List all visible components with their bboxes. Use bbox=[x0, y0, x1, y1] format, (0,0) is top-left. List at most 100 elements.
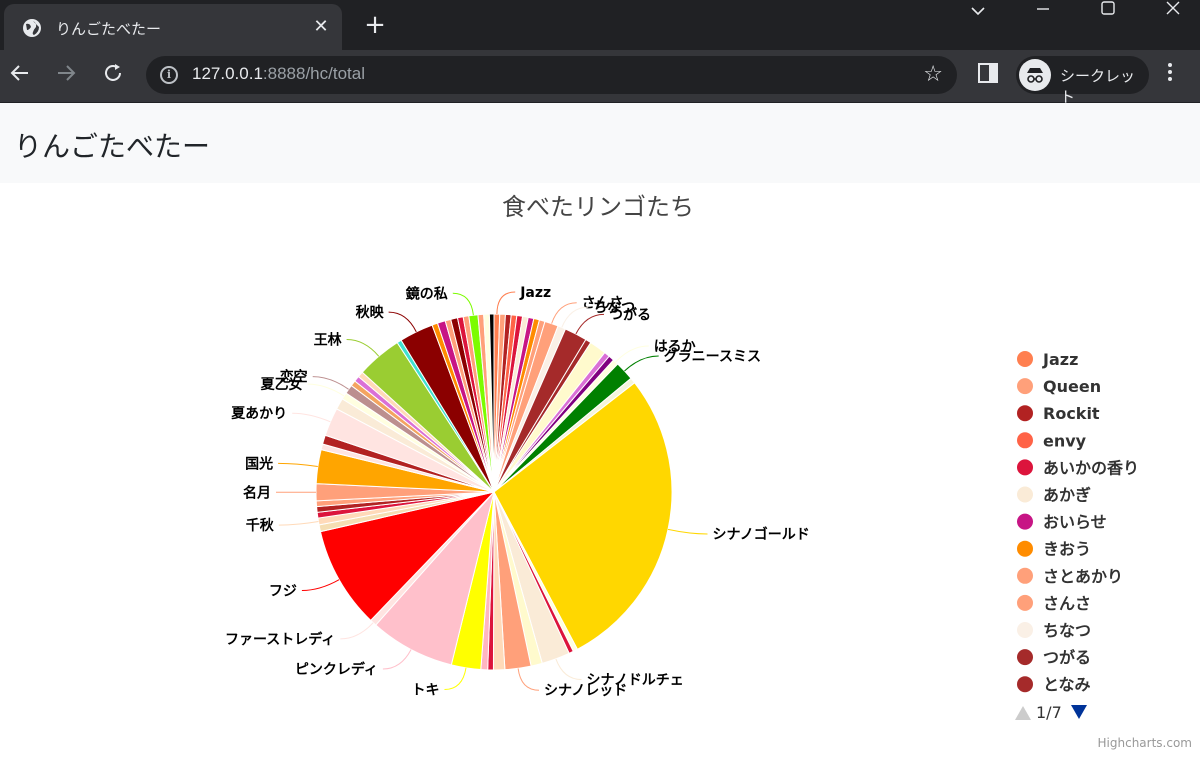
side-panel-icon[interactable] bbox=[978, 63, 998, 83]
legend-item[interactable]: つがる bbox=[1017, 648, 1091, 667]
data-label-connector bbox=[452, 292, 474, 316]
data-label-connector bbox=[561, 306, 589, 328]
pie-slice[interactable] bbox=[488, 313, 495, 493]
legend-item[interactable]: となみ bbox=[1017, 675, 1091, 694]
legend-item[interactable]: envy bbox=[1017, 431, 1087, 450]
navbar: りんごたべたー bbox=[0, 103, 1200, 183]
legend-prev-arrow-icon[interactable] bbox=[1015, 706, 1031, 720]
data-label-connector bbox=[575, 313, 605, 335]
legend-navigation: 1/7 bbox=[1015, 703, 1087, 722]
legend-item[interactable]: きおう bbox=[1017, 540, 1091, 559]
forward-icon[interactable] bbox=[52, 62, 80, 90]
data-label: 恋空 bbox=[280, 369, 308, 386]
legend-next-arrow-icon[interactable] bbox=[1071, 705, 1087, 719]
data-label-connector bbox=[301, 579, 340, 591]
pie-slice[interactable] bbox=[319, 491, 496, 622]
data-label: ピンクレディ bbox=[295, 661, 378, 678]
legend-label: おいらせ bbox=[1043, 513, 1107, 532]
legend-symbol bbox=[1017, 351, 1033, 367]
incognito-icon bbox=[1019, 59, 1051, 91]
legend-label: あかぎ bbox=[1043, 486, 1091, 505]
legend-symbol bbox=[1017, 567, 1033, 584]
data-label-connector bbox=[496, 291, 516, 315]
maximize-icon[interactable] bbox=[1083, 0, 1133, 22]
url-text: 127.0.0.1:8888/hc/total bbox=[192, 64, 365, 83]
legend-symbol bbox=[1017, 513, 1033, 530]
data-label: ちなつ bbox=[593, 300, 635, 316]
legend-item[interactable]: おいらせ bbox=[1017, 513, 1107, 532]
incognito-label: シークレット bbox=[1060, 67, 1136, 106]
globe-icon bbox=[23, 19, 41, 37]
address-bar[interactable]: i 127.0.0.1:8888/hc/total ☆ bbox=[146, 56, 957, 94]
legend-label: envy bbox=[1043, 431, 1087, 450]
browser-tabstrip: りんごたべたー ✕ + bbox=[0, 0, 1200, 50]
legend-label: つがる bbox=[1043, 648, 1091, 667]
data-label: 夏あかり bbox=[231, 405, 287, 422]
data-label-connector bbox=[312, 376, 349, 390]
data-label: グラニースミス bbox=[664, 348, 761, 365]
legend-label: となみ bbox=[1043, 675, 1091, 694]
legend-item[interactable]: あかぎ bbox=[1017, 486, 1091, 505]
site-info-icon[interactable]: i bbox=[160, 66, 178, 84]
data-label-connector bbox=[340, 622, 374, 640]
data-label: 夏乙女 bbox=[261, 376, 303, 393]
legend-symbol bbox=[1017, 486, 1033, 503]
data-label-connector bbox=[307, 383, 345, 397]
legend-item[interactable]: Queen bbox=[1017, 377, 1101, 396]
legend-page-indicator: 1/7 bbox=[1036, 703, 1062, 722]
legend-label: さとあかり bbox=[1043, 567, 1123, 586]
legend-item[interactable]: あいかの香り bbox=[1017, 458, 1139, 477]
chart-svg: 食べたリンゴたち Jazzさんさちなつつがるはるかグラニースミスシナノゴールドシ… bbox=[225, 193, 1192, 750]
data-label: フジ bbox=[269, 584, 297, 600]
data-label-connector bbox=[624, 355, 659, 372]
legend-item[interactable]: さとあかり bbox=[1017, 567, 1123, 586]
legend-label: きおう bbox=[1043, 540, 1091, 559]
minimize-icon[interactable] bbox=[1018, 0, 1068, 22]
data-label: 国光 bbox=[245, 455, 273, 472]
kebab-menu-icon[interactable] bbox=[1160, 62, 1180, 90]
data-label: シナノドルチェ bbox=[587, 673, 684, 689]
tab-search-icon[interactable] bbox=[953, 0, 1003, 22]
data-label: ファーストレディ bbox=[225, 631, 335, 648]
legend-symbol bbox=[1017, 540, 1033, 557]
legend-item[interactable]: Rockit bbox=[1017, 404, 1100, 423]
data-label-connector bbox=[615, 345, 649, 363]
browser-tab[interactable]: りんごたべたー ✕ bbox=[4, 4, 342, 50]
data-label-connector bbox=[382, 649, 412, 670]
new-tab-button[interactable]: + bbox=[364, 10, 386, 40]
legend-symbol bbox=[1017, 459, 1033, 476]
data-label: シナノゴールド bbox=[713, 526, 810, 543]
legend-label: さんさ bbox=[1043, 594, 1091, 613]
reload-icon[interactable] bbox=[99, 62, 127, 90]
data-label: 王林 bbox=[314, 332, 342, 349]
legend-symbol bbox=[1017, 432, 1033, 449]
legend-symbol bbox=[1017, 649, 1033, 666]
legend-label: あいかの香り bbox=[1043, 458, 1139, 477]
pie-chart: 食べたリンゴたち Jazz さんさ ちなつ つがる はるか グラニースミス シナノゴールドシ… bbox=[0, 183, 1200, 773]
legend-symbol bbox=[1017, 676, 1033, 693]
data-label: Jazz bbox=[519, 285, 551, 301]
legend-symbol bbox=[1017, 622, 1033, 638]
legend-symbol bbox=[1017, 405, 1033, 422]
back-icon[interactable] bbox=[6, 62, 34, 90]
legend-label: Rockit bbox=[1043, 404, 1100, 423]
data-label-connector bbox=[278, 521, 319, 526]
data-label: 秋映 bbox=[356, 304, 385, 321]
navbar-brand[interactable]: りんごたべたー bbox=[14, 130, 211, 163]
browser-toolbar: i 127.0.0.1:8888/hc/total ☆ シークレット bbox=[0, 50, 1200, 106]
data-label-connector bbox=[444, 667, 467, 690]
legend-label: Queen bbox=[1043, 377, 1101, 396]
legend-item[interactable]: ちなつ bbox=[1017, 621, 1091, 640]
data-label-connector bbox=[555, 658, 582, 680]
data-label: シナノレッド bbox=[544, 683, 627, 699]
close-tab-icon[interactable]: ✕ bbox=[313, 16, 329, 37]
legend: Jazz Queen Rockit envy あいかの香りあかぎおいらせきおうさとあかり… bbox=[1017, 350, 1139, 694]
window-close-icon[interactable] bbox=[1148, 0, 1198, 22]
data-label: さんさ bbox=[582, 296, 624, 312]
legend-item[interactable]: さんさ bbox=[1017, 594, 1091, 613]
legend-item[interactable]: Jazz bbox=[1017, 350, 1078, 369]
incognito-profile-button[interactable]: シークレット bbox=[1016, 56, 1149, 106]
highcharts-credits[interactable]: Highcharts.com bbox=[1098, 736, 1192, 750]
legend-label: ちなつ bbox=[1043, 621, 1091, 640]
bookmark-star-icon[interactable]: ☆ bbox=[923, 62, 943, 87]
